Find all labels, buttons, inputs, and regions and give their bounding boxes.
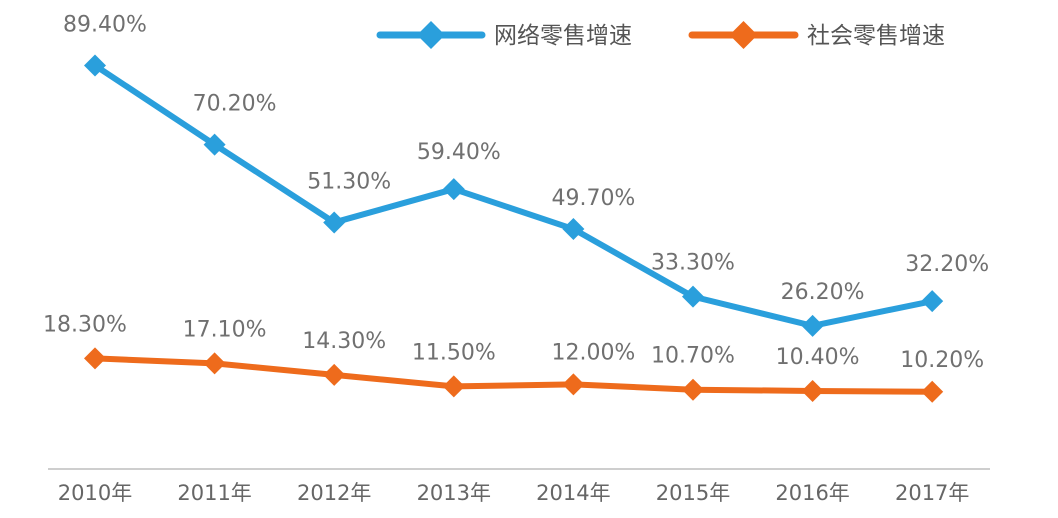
x-tick-label: 2013年 — [417, 481, 491, 505]
legend-label: 社会零售增速 — [807, 23, 945, 49]
data-point-marker — [562, 373, 585, 396]
legend-item: 社会零售增速 — [688, 21, 945, 49]
x-tick-label: 2014年 — [536, 481, 610, 505]
data-point-marker — [801, 314, 824, 337]
legend-swatch-marker — [729, 21, 758, 49]
x-axis: 2010年 2011年 2012年 2013年 2014年 2015年 2016年 2017年 — [48, 468, 990, 505]
data-point-marker — [562, 218, 585, 241]
data-label: 70.20% — [193, 92, 277, 117]
data-point-marker — [84, 54, 106, 77]
data-label: 89.40% — [63, 12, 147, 37]
x-tick-label: 2017年 — [895, 481, 969, 505]
data-label: 26.20% — [781, 280, 865, 305]
data-label: 33.30% — [651, 251, 735, 276]
data-point-marker — [801, 379, 824, 402]
data-point-marker — [84, 347, 106, 370]
legend-item: 网络零售增速 — [376, 21, 632, 49]
legend-label: 网络零售增速 — [494, 23, 632, 49]
data-point-marker — [323, 211, 346, 234]
data-label: 32.20% — [905, 252, 989, 277]
data-label: 10.20% — [900, 348, 984, 373]
data-label: 18.30% — [43, 312, 127, 337]
data-label: 10.40% — [776, 345, 860, 370]
series-layer: 89.40% 70.20% 51.30% 59.40% 49.70% 33.30% 26.2… — [43, 12, 989, 403]
x-tick-label: 2010年 — [58, 481, 132, 505]
series-line — [92, 355, 936, 395]
data-label: 49.70% — [551, 186, 635, 211]
series-line — [92, 62, 936, 329]
x-tick-label: 2016年 — [775, 481, 849, 505]
series-online-retail: 89.40% 70.20% 51.30% 59.40% 49.70% 33.30% 26.2… — [63, 12, 989, 337]
data-point-marker — [323, 363, 346, 386]
series-social-retail: 18.30% 17.10% 14.30% 11.50% 12.00% 10.70% 10.4… — [43, 312, 984, 403]
x-tick-label: 2015年 — [656, 481, 730, 505]
legend-swatch-marker — [417, 21, 445, 49]
data-point-marker — [442, 178, 465, 201]
data-label: 14.30% — [302, 329, 386, 354]
data-point-marker — [921, 380, 944, 403]
data-label: 17.10% — [183, 317, 267, 342]
data-label: 11.50% — [412, 340, 496, 365]
data-point-marker — [682, 285, 704, 308]
data-label: 12.00% — [551, 340, 635, 365]
x-tick-label: 2012年 — [297, 481, 371, 505]
data-point-marker — [921, 290, 944, 313]
data-label: 51.30% — [307, 169, 391, 194]
data-point-marker — [203, 133, 226, 156]
data-label: 10.70% — [651, 344, 735, 369]
data-point-marker — [682, 378, 704, 401]
legend: 网络零售增速 社会零售增速 — [376, 21, 945, 49]
data-label: 59.40% — [417, 140, 501, 165]
data-point-marker — [203, 352, 226, 375]
x-tick-label: 2011年 — [177, 481, 251, 505]
data-point-marker — [442, 375, 465, 398]
